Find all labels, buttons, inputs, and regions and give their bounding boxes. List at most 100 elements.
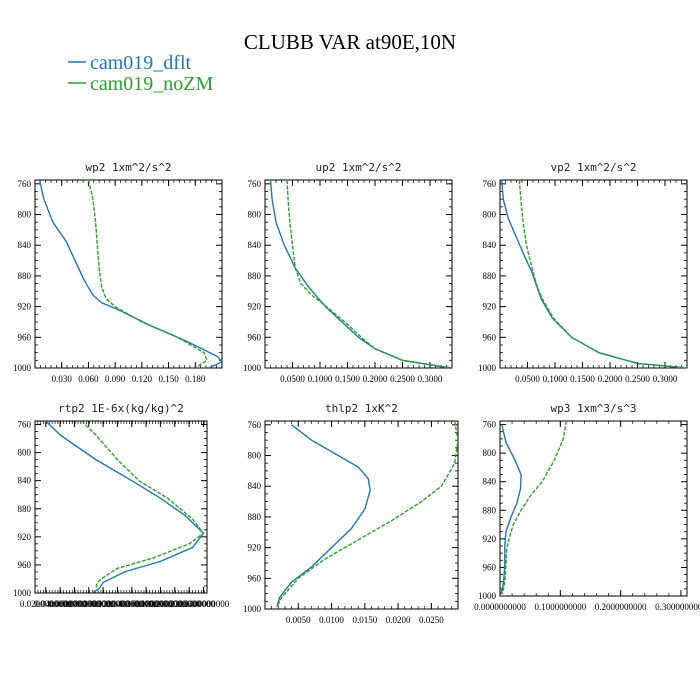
series-line-dflt	[500, 424, 522, 595]
series-line-nozm	[518, 180, 687, 368]
panel-title: thlp2 1xK^2	[325, 402, 398, 415]
ytick-label: 840	[248, 481, 262, 491]
ytick-label: 960	[483, 562, 497, 572]
legend-label-dflt: cam019_dflt	[90, 52, 192, 74]
xtick-label: 0.1000	[543, 374, 568, 384]
xtick-label: 0.030	[52, 374, 73, 384]
ytick-label: 760	[483, 420, 497, 430]
legend-label-nozm: cam019_noZM	[90, 73, 214, 95]
series-line-dflt	[45, 421, 205, 593]
xtick-label: 0.2500	[625, 374, 650, 384]
ytick-label: 880	[483, 271, 497, 281]
ytick-label: 800	[248, 451, 262, 461]
xtick-label: 0.0500	[280, 374, 305, 384]
series-line-dflt	[276, 424, 371, 607]
xtick-label: 0.1000000000	[534, 602, 586, 612]
panel-6: wp3 1xm^3/s^3 760 800 840 880 920 960 10000.000…	[474, 402, 700, 612]
ytick-label: 760	[18, 420, 32, 430]
ytick-label: 880	[18, 271, 32, 281]
panel-2: up2 1xm^2/s^2 760 800 840 880 920 960 1000 0.050…	[243, 161, 453, 384]
ytick-label: 1000	[243, 604, 262, 614]
ytick-label: 1000	[478, 363, 497, 373]
ytick-label: 960	[18, 560, 32, 570]
series-line-nozm	[87, 180, 208, 368]
xtick-label: 0.3000000000	[655, 602, 700, 612]
legend: cam019_dflt cam019_noZM	[68, 52, 214, 95]
xtick-label: 0.2200000000	[163, 599, 215, 609]
xtick-label: 0.2000	[363, 374, 388, 384]
xtick-label: 0.1600000000	[120, 599, 172, 609]
ytick-label: 800	[248, 210, 262, 220]
ytick-label: 1000	[13, 363, 32, 373]
xtick-label: 0.0500	[515, 374, 540, 384]
panel-title: wp2 1xm^2/s^2	[85, 161, 171, 174]
ytick-label: 800	[18, 448, 32, 458]
xtick-label: 0.2000000000	[149, 599, 201, 609]
ytick-label: 1000	[243, 363, 262, 373]
ytick-label: 960	[18, 332, 32, 342]
series-line-dflt	[500, 180, 687, 368]
xtick-label: 0.3000	[653, 374, 678, 384]
xtick-label: 0.1500	[570, 374, 595, 384]
xtick-label: 0.2400000000	[178, 599, 230, 609]
xtick-label: 0.2000	[598, 374, 623, 384]
plot-frame	[499, 420, 688, 597]
panel-3: vp2 1xm^2/s^2 760 800 840 880 920 960 1000 0.050…	[478, 161, 688, 384]
ytick-label: 840	[483, 477, 497, 487]
ytick-label: 880	[18, 504, 32, 514]
series-line-dflt	[38, 180, 222, 368]
series-line-nozm	[276, 421, 458, 608]
ytick-label: 840	[483, 240, 497, 250]
xtick-label: 0.2500	[390, 374, 415, 384]
plot-frame	[264, 179, 453, 369]
series-line-nozm	[286, 180, 452, 368]
xtick-label: 0.1000	[308, 374, 333, 384]
ytick-label: 960	[248, 573, 262, 583]
ytick-label: 840	[18, 240, 32, 250]
xtick-label: 0.120	[132, 374, 153, 384]
panel-4: rtp2 1E-6x(kg/kg)^2 760 800 840 880 920 960 100…	[13, 402, 230, 609]
ytick-label: 800	[18, 210, 32, 220]
xtick-label: 0.0050	[286, 615, 311, 625]
plot-frame	[499, 179, 688, 369]
xtick-label: 0.060	[78, 374, 99, 384]
ytick-label: 920	[18, 302, 32, 312]
xtick-label: 0.150	[158, 374, 179, 384]
ytick-label: 880	[248, 271, 262, 281]
ytick-label: 880	[248, 512, 262, 522]
xtick-label: 0.0200	[386, 615, 411, 625]
ytick-label: 840	[248, 240, 262, 250]
xtick-label: 0.1400000000	[106, 599, 158, 609]
ytick-label: 960	[483, 332, 497, 342]
ytick-label: 800	[483, 448, 497, 458]
ytick-label: 1000	[13, 588, 32, 598]
series-line-nozm	[81, 421, 205, 589]
xtick-label: 0.0200000000	[20, 599, 72, 609]
ytick-label: 920	[483, 302, 497, 312]
ytick-label: 760	[483, 179, 497, 189]
plot-frame	[34, 179, 223, 369]
panel-5: thlp2 1xK^2 760 800 840 880 920 960 1000 0.0050 0…	[243, 402, 459, 625]
xtick-label: 0.090	[105, 374, 126, 384]
ytick-label: 920	[248, 543, 262, 553]
ytick-label: 920	[483, 534, 497, 544]
xtick-label: 0.1000000000	[77, 599, 129, 609]
panel-title: rtp2 1E-6x(kg/kg)^2	[58, 402, 184, 415]
ytick-label: 1000	[478, 591, 497, 601]
ytick-label: 800	[483, 210, 497, 220]
xtick-label: 0.1800000000	[135, 599, 187, 609]
ytick-label: 840	[18, 476, 32, 486]
xtick-label: 0.3000	[418, 374, 443, 384]
panel-title: up2 1xm^2/s^2	[315, 161, 401, 174]
ytick-label: 760	[248, 420, 262, 430]
panel-1: wp2 1xm^2/s^2 760 800 840 880 920 960 1000 0.030…	[13, 161, 223, 384]
xtick-label: 0.0600000000	[49, 599, 101, 609]
figure-title: CLUBB VAR at90E,10N	[244, 30, 456, 54]
xtick-label: 0.0000000000	[474, 602, 526, 612]
ytick-label: 760	[248, 179, 262, 189]
xtick-label: 0.0100	[319, 615, 344, 625]
series-line-nozm	[501, 421, 568, 595]
panel-title: vp2 1xm^2/s^2	[550, 161, 636, 174]
xtick-label: 0.2000000000	[595, 602, 647, 612]
